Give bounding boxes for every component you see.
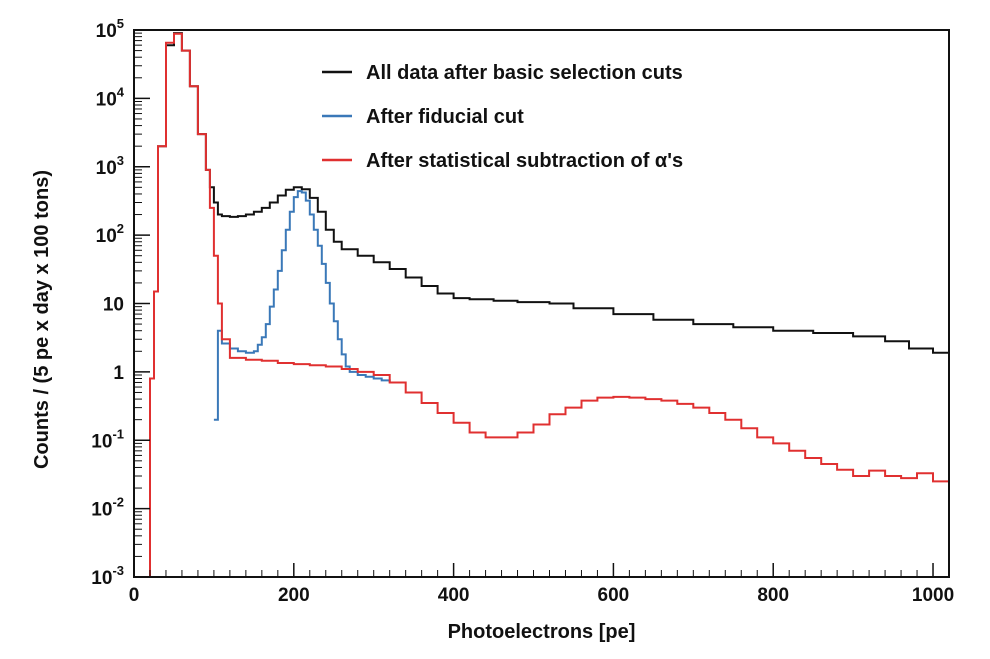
- x-axis: 0 200 400 600 800 1000: [129, 563, 954, 606]
- x-tick-label: 200: [278, 585, 310, 606]
- y-tick-label: 10-2: [91, 495, 124, 521]
- y-tick-label: 102: [96, 221, 124, 247]
- series-line-3: [146, 32, 950, 578]
- x-tick-label: 600: [598, 585, 630, 606]
- y-axis: 10-3 10-2 10-1 1 10 102 103 104 105: [91, 16, 150, 589]
- y-tick-label: 10: [103, 295, 124, 316]
- legend-label: After statistical subtraction of α's: [366, 150, 683, 172]
- legend-label: After fiducial cut: [366, 106, 524, 128]
- series-line-1: [146, 32, 950, 578]
- y-tick-label: 10-3: [91, 563, 124, 589]
- y-tick-label: 104: [96, 84, 125, 110]
- x-tick-label: 400: [438, 585, 470, 606]
- legend: All data after basic selection cuts After…: [322, 62, 683, 172]
- series-layer: [146, 32, 950, 578]
- x-axis-title: Photoelectrons [pe]: [448, 621, 636, 643]
- y-tick-label: 105: [96, 16, 124, 42]
- legend-label: All data after basic selection cuts: [366, 62, 683, 84]
- y-tick-label: 1: [113, 363, 124, 384]
- series-line-2: [213, 190, 391, 421]
- y-tick-label: 10-1: [91, 426, 124, 452]
- x-tick-label: 0: [129, 585, 140, 606]
- plot-frame: [133, 29, 950, 578]
- y-axis-title: Counts / (5 pe x day x 100 tons): [31, 170, 53, 469]
- x-tick-label: 1000: [912, 585, 954, 606]
- y-tick-label: 103: [96, 153, 124, 179]
- x-tick-label: 800: [757, 585, 789, 606]
